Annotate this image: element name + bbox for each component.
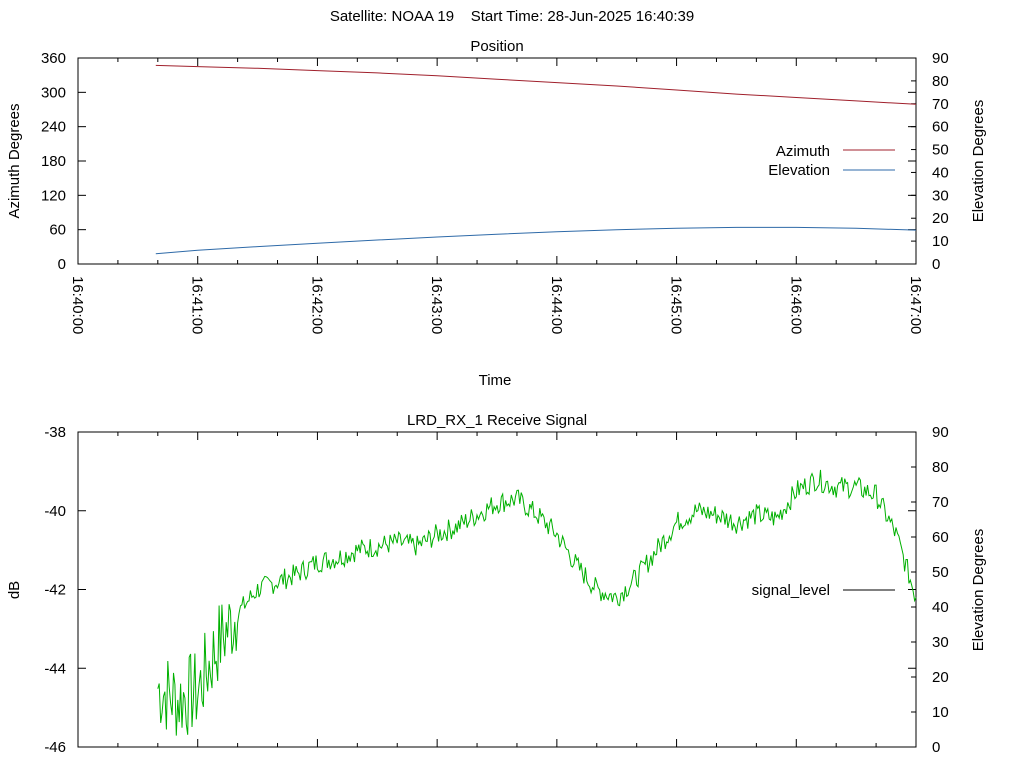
y2-tick-label: 80 — [932, 459, 949, 476]
y-tick-label: -46 — [44, 739, 66, 756]
position-y2-ticks: 0 10 20 30 40 50 60 70 80 90 — [911, 50, 949, 273]
signal-legend: signal_level — [752, 582, 895, 599]
position-chart-title: Position — [470, 38, 523, 55]
x-tick-label: 16:40:00 — [69, 276, 86, 334]
x-tick-label: 16:43:00 — [428, 276, 445, 334]
signal-y2-axis-label: Elevation Degrees — [970, 529, 987, 652]
y-tick-label: 360 — [41, 50, 66, 67]
x-tick-label: 16:41:00 — [189, 276, 206, 334]
y-tick-label: 0 — [58, 256, 66, 273]
x-tick-label: 16:47:00 — [907, 276, 924, 334]
position-y-ticks: 0 60 120 180 240 300 360 — [41, 50, 916, 273]
y-tick-label: 240 — [41, 119, 66, 136]
signal-series — [157, 469, 917, 736]
signal-chart-title: LRD_RX_1 Receive Signal — [407, 412, 587, 429]
y2-tick-label: 30 — [932, 187, 949, 204]
y-tick-label: -38 — [44, 424, 66, 441]
y2-tick-label: 10 — [932, 704, 949, 721]
signal-y-axis-label: dB — [6, 581, 23, 599]
legend-label-elevation: Elevation — [768, 162, 830, 179]
position-x-ticks: 16:40:00 16:41:00 16:42:00 16:43:00 16:44:00… — [69, 58, 924, 334]
y2-tick-label: 40 — [932, 599, 949, 616]
y-tick-label: 180 — [41, 153, 66, 170]
position-plot-frame — [77, 57, 917, 265]
position-legend: Azimuth Elevation — [768, 143, 895, 179]
x-tick-label: 16:46:00 — [787, 276, 804, 334]
signal-x-ticks — [77, 432, 917, 747]
legend-label-signal-level: signal_level — [752, 582, 830, 599]
y2-tick-label: 60 — [932, 529, 949, 546]
page-title: Satellite: NOAA 19 Start Time: 28-Jun-20… — [329, 8, 695, 25]
y2-tick-label: 80 — [932, 73, 949, 90]
y2-tick-label: 50 — [932, 142, 949, 159]
y-tick-label: -42 — [44, 582, 66, 599]
y-tick-label: 300 — [41, 84, 66, 101]
position-y2-axis-label: Elevation Degrees — [970, 100, 987, 223]
x-tick-label: 16:45:00 — [668, 276, 685, 334]
y2-tick-label: 10 — [932, 233, 949, 250]
series-line-signal-level — [157, 469, 917, 736]
position-y-axis-label: Azimuth Degrees — [6, 103, 23, 218]
legend-label-azimuth: Azimuth — [776, 143, 830, 160]
series-line-azimuth — [155, 64, 917, 105]
y-tick-label: 60 — [49, 222, 66, 239]
x-tick-label: 16:42:00 — [308, 276, 325, 334]
y2-tick-label: 30 — [932, 634, 949, 651]
y-tick-label: -40 — [44, 503, 66, 520]
series-line-elevation — [155, 226, 917, 255]
y2-tick-label: 40 — [932, 164, 949, 181]
y-tick-label: 120 — [41, 187, 66, 204]
x-tick-label: 16:44:00 — [548, 276, 565, 334]
y2-tick-label: 0 — [932, 739, 940, 756]
signal-y-ticks: -46 -44 -42 -40 -38 — [44, 424, 916, 756]
y2-tick-label: 90 — [932, 424, 949, 441]
position-series — [155, 64, 917, 255]
signal-chart: LRD_RX_1 Receive Signal -46-44-42-40-38 … — [6, 412, 987, 756]
y2-tick-label: 70 — [932, 494, 949, 511]
position-chart: Position 0 60 120 180 240 300 360 0 10 20 30 40 50 6… — [6, 38, 987, 389]
y2-tick-label: 90 — [932, 50, 949, 67]
y-tick-label: -44 — [44, 660, 66, 677]
position-x-axis-label: Time — [479, 372, 512, 389]
y2-tick-label: 70 — [932, 96, 949, 113]
y2-tick-label: 0 — [932, 256, 940, 273]
signal-y2-ticks: 0 10 20 30 40 50 60 70 80 90 — [911, 424, 949, 756]
y2-tick-label: 50 — [932, 564, 949, 581]
y2-tick-label: 60 — [932, 119, 949, 136]
y2-tick-label: 20 — [932, 210, 949, 227]
y2-tick-label: 20 — [932, 669, 949, 686]
